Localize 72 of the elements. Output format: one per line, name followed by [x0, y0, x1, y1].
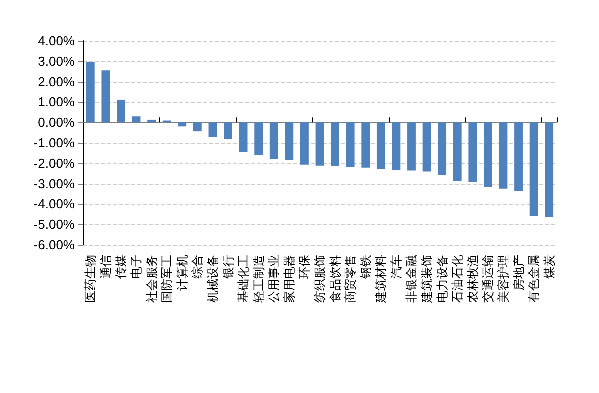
bar — [422, 122, 432, 172]
x-tick-label: 社会服务 — [144, 255, 159, 303]
bar — [86, 62, 95, 123]
bar — [254, 122, 264, 156]
x-tick-label: 交通运输 — [481, 255, 496, 303]
x-tick-label: 建筑材料 — [374, 255, 388, 304]
bar — [499, 122, 508, 189]
x-tick-label: 非银金融 — [404, 255, 419, 303]
bar — [331, 122, 340, 166]
bar — [346, 122, 355, 168]
bar — [193, 122, 202, 132]
bar — [316, 122, 324, 166]
bar — [270, 122, 278, 160]
bar — [530, 122, 538, 216]
bar — [484, 122, 492, 188]
x-tick-label: 石油石化 — [450, 255, 465, 303]
x-tick-label: 纺织服饰 — [313, 255, 327, 303]
bar — [408, 122, 416, 171]
x-tick-label: 银行 — [221, 255, 236, 280]
x-tick-label: 计算机 — [175, 255, 190, 291]
x-tick-label: 电力设备 — [435, 255, 450, 303]
bar — [208, 122, 218, 138]
bar — [392, 122, 401, 170]
bar — [148, 120, 156, 123]
y-tick-label: 2.00% — [38, 74, 76, 90]
y-tick-label: 4.00% — [38, 34, 76, 48]
bar — [468, 122, 478, 182]
bar — [376, 122, 386, 170]
x-tick-label: 建筑装饰 — [420, 255, 434, 304]
x-tick-label: 公用事业 — [267, 255, 282, 303]
x-tick-label: 商贸零售 — [344, 255, 358, 303]
y-tick-label: 3.00% — [38, 54, 76, 69]
bar — [178, 122, 187, 127]
x-tick-label: 基础化工 — [236, 255, 251, 303]
y-tick-label: -4.00% — [34, 196, 76, 212]
x-tick-label: 通信 — [98, 255, 113, 279]
y-tick-label: -5.00% — [34, 217, 76, 232]
x-tick-label: 房地产 — [512, 255, 526, 291]
x-tick-label: 传媒 — [114, 255, 128, 279]
x-tick-label: 轻工制造 — [252, 255, 266, 303]
x-tick-label: 钢铁 — [358, 255, 373, 280]
y-tick-label: -2.00% — [34, 156, 76, 171]
x-tick-label: 美容护理 — [496, 255, 510, 303]
bar — [285, 122, 294, 160]
x-tick-label: 有色金属 — [527, 255, 542, 303]
x-tick-label: 农林牧渔 — [466, 255, 480, 303]
x-tick-label: 综合 — [190, 255, 205, 279]
bar — [300, 122, 309, 165]
x-tick-label: 家用电器 — [282, 255, 296, 303]
y-tick-label: -6.00% — [34, 238, 76, 252]
bar — [224, 122, 232, 140]
x-tick-label: 环保 — [298, 255, 312, 279]
bar — [239, 122, 248, 152]
x-tick-label: 煤炭 — [542, 255, 556, 279]
x-tick-label: 医药生物 — [84, 255, 98, 303]
y-tick-label: 1.00% — [38, 94, 76, 110]
x-tick-label: 电子 — [130, 255, 144, 279]
bar — [545, 122, 554, 218]
x-tick-label: 食品饮料 — [328, 255, 342, 303]
bar — [132, 116, 141, 123]
y-tick-label: -3.00% — [34, 176, 76, 192]
bar — [362, 122, 370, 168]
bar — [438, 122, 447, 176]
y-tick-label: 0.00% — [38, 115, 76, 130]
x-tick-label: 机械设备 — [206, 255, 220, 303]
bar — [102, 70, 110, 123]
bar — [453, 122, 462, 182]
y-tick-label: -1.00% — [34, 136, 76, 150]
bar — [117, 100, 126, 123]
x-tick-label: 国防军工 — [160, 255, 174, 303]
x-tick-label: 汽车 — [389, 255, 404, 279]
bar — [514, 122, 523, 192]
